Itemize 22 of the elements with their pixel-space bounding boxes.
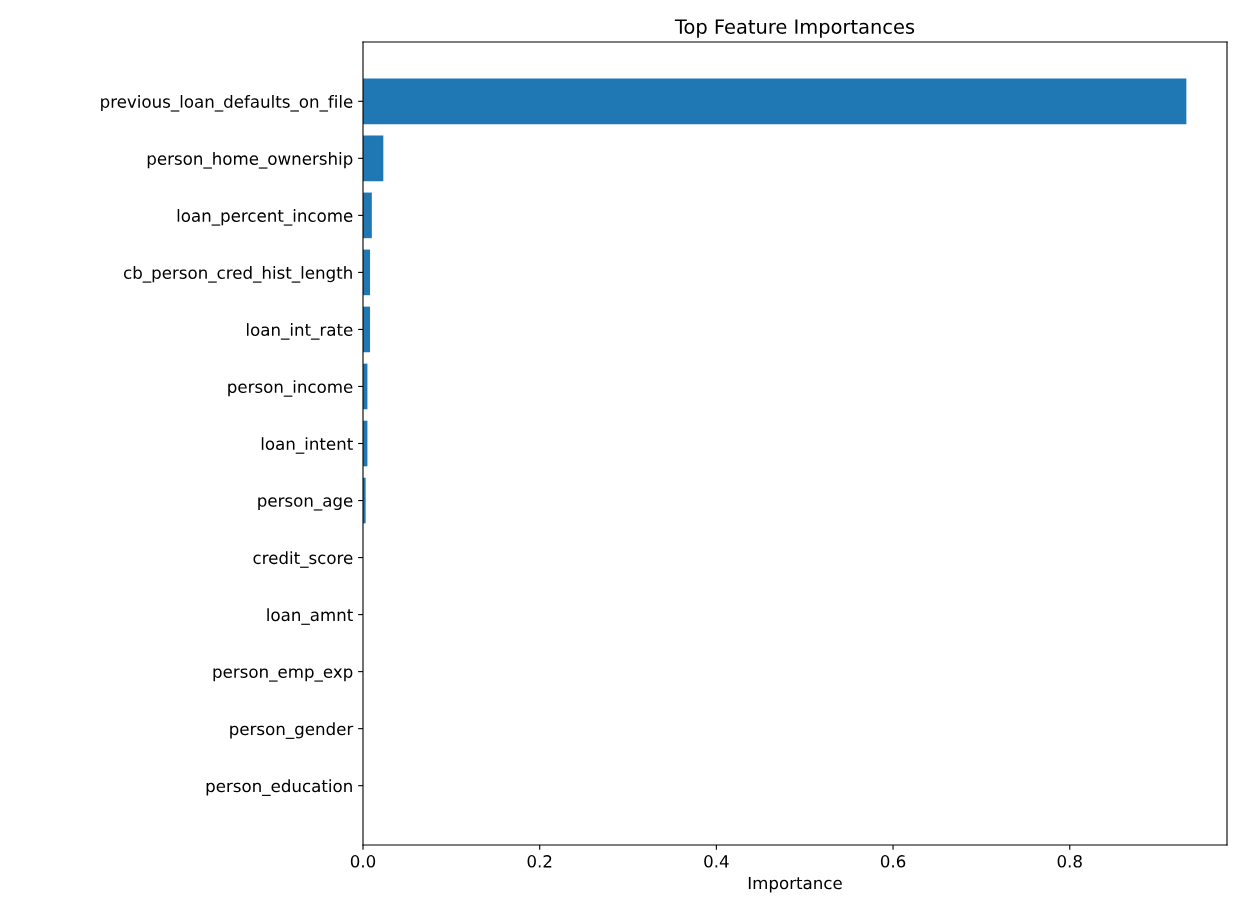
x-tick-label: 0.0 xyxy=(350,855,376,868)
y-tick-label: previous_loan_defaults_on_file xyxy=(101,94,353,112)
chart-title: Top Feature Importances xyxy=(674,19,915,38)
x-axis-title: Importance xyxy=(748,876,842,893)
y-tick-label: person_income xyxy=(228,380,353,397)
x-tick-label: 0.8 xyxy=(1057,855,1082,868)
y-tick-label: loan_amnt xyxy=(267,608,353,625)
bar xyxy=(363,78,1187,125)
x-tick-label: 0.6 xyxy=(880,855,906,868)
bar xyxy=(363,135,384,182)
y-tick-label: loan_intent xyxy=(261,437,353,454)
y-tick-label: credit_score xyxy=(253,551,353,568)
y-tick-label: person_gender xyxy=(230,722,354,739)
x-tick-label: 0.2 xyxy=(527,855,552,868)
y-tick-label: person_education xyxy=(206,779,352,796)
y-tick-label: loan_int_rate xyxy=(247,323,353,340)
y-tick-label: cb_person_cred_hist_length xyxy=(123,266,352,283)
y-tick-label: person_age xyxy=(258,497,353,511)
y-tick-label: person_home_ownership xyxy=(147,152,353,169)
y-tick-label: person_emp_exp xyxy=(213,668,353,682)
y-tick-label: loan_percent_income xyxy=(177,209,353,226)
x-tick-label: 0.4 xyxy=(704,855,729,868)
